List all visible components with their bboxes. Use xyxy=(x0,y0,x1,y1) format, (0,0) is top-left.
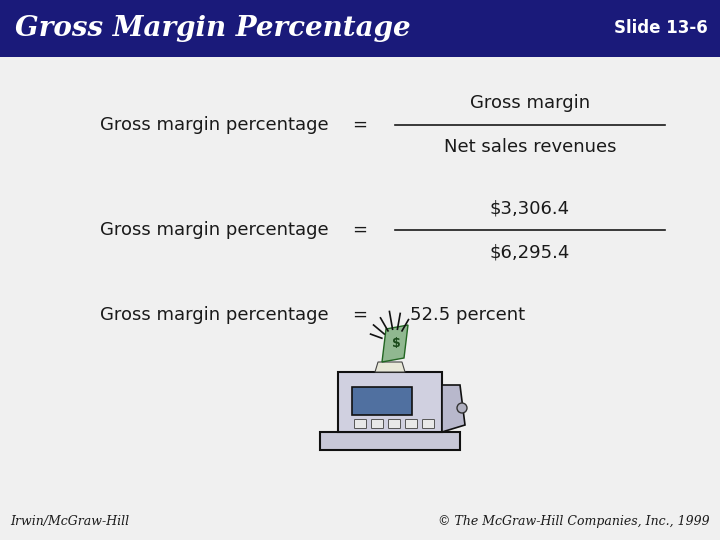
FancyBboxPatch shape xyxy=(354,420,366,429)
Text: Gross margin percentage: Gross margin percentage xyxy=(100,221,328,239)
Text: Gross margin percentage: Gross margin percentage xyxy=(100,306,328,324)
Text: $3,306.4: $3,306.4 xyxy=(490,199,570,217)
Text: =: = xyxy=(353,116,367,134)
FancyBboxPatch shape xyxy=(423,420,434,429)
FancyBboxPatch shape xyxy=(389,420,400,429)
Bar xyxy=(0,0,720,57)
Polygon shape xyxy=(375,362,405,372)
Circle shape xyxy=(457,403,467,413)
Text: Gross margin percentage: Gross margin percentage xyxy=(100,116,328,134)
Polygon shape xyxy=(382,325,408,362)
Bar xyxy=(352,387,412,415)
Bar xyxy=(338,372,442,432)
Bar xyxy=(320,432,460,450)
FancyBboxPatch shape xyxy=(405,420,418,429)
Text: Slide 13-6: Slide 13-6 xyxy=(614,19,708,37)
Text: $6,295.4: $6,295.4 xyxy=(490,243,570,261)
Text: $: $ xyxy=(392,338,400,350)
Text: =: = xyxy=(353,221,367,239)
Text: © The McGraw-Hill Companies, Inc., 1999: © The McGraw-Hill Companies, Inc., 1999 xyxy=(438,515,710,528)
Text: =: = xyxy=(353,306,367,324)
FancyBboxPatch shape xyxy=(372,420,384,429)
Text: Gross margin: Gross margin xyxy=(470,94,590,112)
Text: Gross Margin Percentage: Gross Margin Percentage xyxy=(15,15,410,42)
Text: Net sales revenues: Net sales revenues xyxy=(444,138,616,156)
Text: 52.5 percent: 52.5 percent xyxy=(410,306,525,324)
Polygon shape xyxy=(442,385,465,432)
Text: Irwin/McGraw-Hill: Irwin/McGraw-Hill xyxy=(10,515,129,528)
